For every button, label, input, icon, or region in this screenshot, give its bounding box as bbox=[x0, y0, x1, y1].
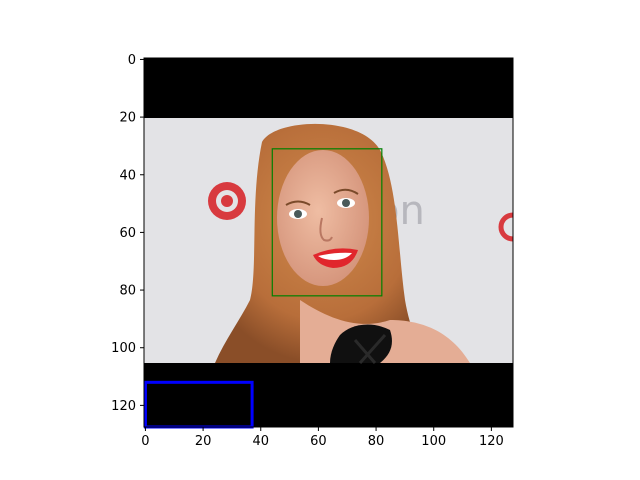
x-tick-label: 40 bbox=[252, 434, 269, 449]
face-box bbox=[271, 148, 383, 297]
x-tick-label: 80 bbox=[368, 434, 385, 449]
y-tick-label: 100 bbox=[111, 341, 136, 356]
face bbox=[277, 150, 369, 286]
y-tick-label: 0 bbox=[128, 53, 136, 68]
nose bbox=[319, 217, 333, 242]
axes-frame bbox=[143, 57, 514, 428]
y-axis: 0 20 40 60 80 100 120 bbox=[111, 53, 144, 414]
y-tick-label: 40 bbox=[119, 168, 136, 183]
x-axis: 0 20 40 60 80 100 120 bbox=[141, 427, 504, 449]
clothing bbox=[330, 324, 392, 363]
x-tick-label: 20 bbox=[195, 434, 212, 449]
x-tick-label: 120 bbox=[479, 434, 504, 449]
eyes bbox=[285, 188, 359, 219]
x-tick-label: 100 bbox=[421, 434, 446, 449]
x-tick-label: 0 bbox=[141, 434, 149, 449]
y-tick-label: 80 bbox=[119, 284, 136, 299]
image-area: on bbox=[144, 58, 513, 427]
y-tick-label: 60 bbox=[119, 226, 136, 241]
x-tick-label: 60 bbox=[310, 434, 327, 449]
lips bbox=[313, 248, 358, 268]
y-tick-label: 20 bbox=[119, 111, 136, 126]
y-tick-label: 120 bbox=[111, 399, 136, 414]
